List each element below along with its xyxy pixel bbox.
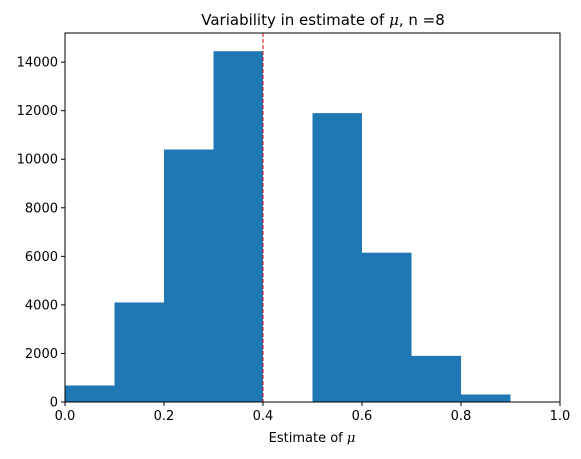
bars-group [65, 51, 560, 403]
y-tick-label: 10000 [17, 153, 58, 168]
x-tick-label: 0.6 [352, 409, 373, 424]
y-tick-label: 4000 [25, 298, 58, 313]
y-tick-label: 12000 [17, 104, 58, 119]
histogram-bar [312, 113, 362, 402]
histogram-bar [164, 149, 214, 402]
histogram-bar [411, 355, 461, 402]
y-axis-ticks: 0 2000 4000 6000 8000 10000 12000 14000 [17, 56, 65, 411]
y-tick-label: 6000 [25, 250, 58, 265]
y-tick-label: 0 [50, 396, 58, 411]
x-tick-label: 0.8 [451, 409, 472, 424]
x-tick-label: 1.0 [550, 409, 571, 424]
histogram-bar [213, 51, 263, 402]
histogram-bar [461, 394, 511, 402]
y-tick-label: 2000 [25, 347, 58, 362]
y-tick-label: 8000 [25, 201, 58, 216]
x-tick-label: 0.0 [55, 409, 76, 424]
x-tick-label: 0.4 [253, 409, 274, 424]
y-tick-label: 14000 [17, 56, 58, 71]
x-tick-label: 0.2 [154, 409, 175, 424]
plot-frame [64, 32, 561, 403]
histogram-bar [362, 252, 412, 402]
histogram-bar [114, 302, 164, 402]
x-axis-label: Estimate of μ [269, 431, 356, 446]
chart-title: Variability in estimate of μ, n =8 [201, 11, 445, 29]
histogram-bar [65, 385, 115, 402]
x-axis-ticks: 0.0 0.2 0.4 0.6 0.8 1.0 [55, 402, 571, 424]
